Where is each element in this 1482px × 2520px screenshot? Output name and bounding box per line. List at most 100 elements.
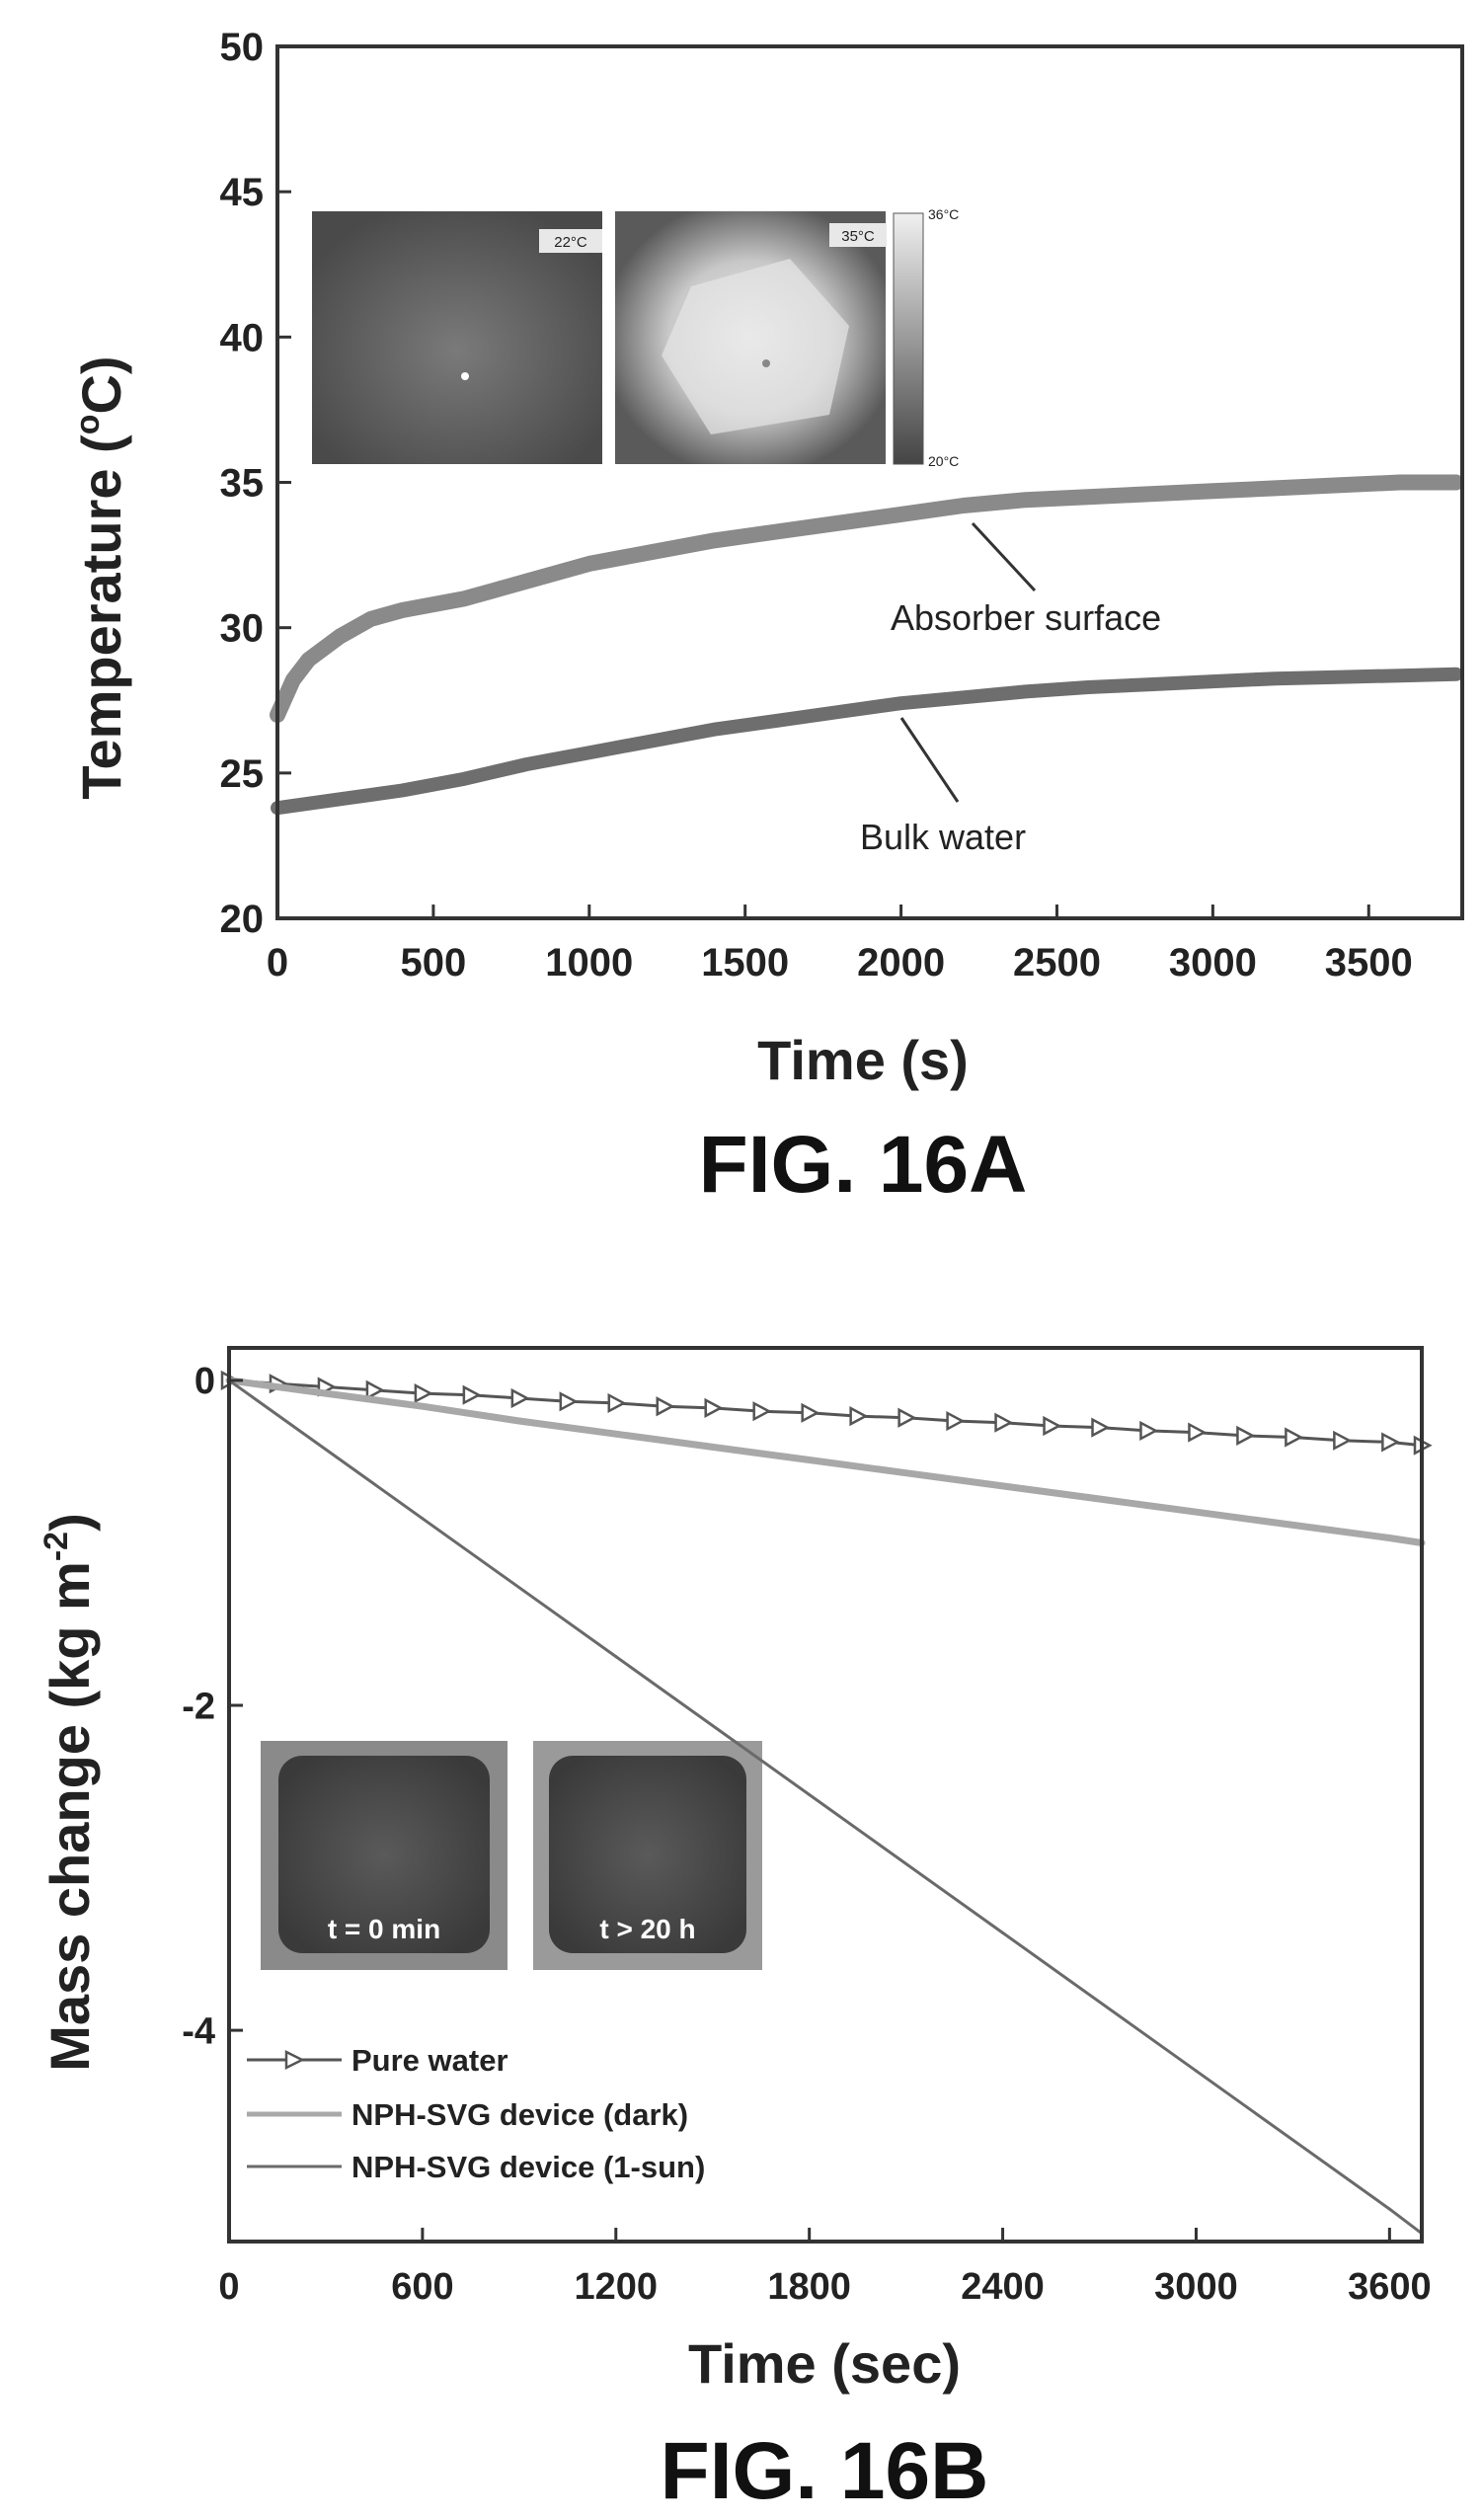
data-point-bulk-water — [1024, 689, 1028, 693]
data-point-absorber-surface — [1274, 486, 1278, 490]
x-tick-label: 3000 — [1154, 2266, 1238, 2308]
legend-entry-1sun: NPH-SVG device (1-sun) — [247, 2150, 705, 2184]
data-point-bulk-water — [1274, 676, 1278, 680]
thermal-spot-after — [762, 359, 770, 367]
data-point-absorber-surface — [899, 512, 903, 516]
x-tick-label: 1800 — [767, 2266, 851, 2308]
data-point-nph-svg-device-dark — [711, 1445, 715, 1449]
data-point-pure-water — [1381, 1432, 1401, 1453]
y-tick-label: 40 — [220, 316, 265, 359]
data-point-pure-water — [704, 1397, 724, 1418]
thermal-color-scale — [893, 212, 924, 465]
thermal-spot-before — [461, 372, 469, 380]
data-point-nph-svg-device-1-sun — [1387, 2207, 1391, 2211]
thermal-image-before — [312, 211, 602, 464]
data-point-absorber-surface — [1398, 481, 1402, 484]
data-point-absorber-surface — [1148, 492, 1152, 496]
data-point-nph-svg-device-dark — [1290, 1523, 1294, 1527]
data-point-pure-water — [510, 1387, 530, 1409]
data-point-nph-svg-device-dark — [1194, 1510, 1198, 1514]
data-point-absorber-surface — [338, 634, 342, 638]
y-tick-label: -2 — [182, 1686, 215, 1727]
data-point-pure-water — [994, 1412, 1014, 1433]
legend-marker-pure-water — [284, 2049, 305, 2071]
data-point-bulk-water — [962, 695, 966, 699]
data-point-absorber-surface — [462, 596, 466, 600]
y-tick-label: 0 — [195, 1361, 215, 1402]
x-tick-label: 3500 — [1325, 941, 1413, 984]
x-tick-label: 600 — [391, 2266, 453, 2308]
data-point-nph-svg-device-dark — [517, 1419, 521, 1423]
x-tick-label: 0 — [218, 2266, 239, 2308]
x-tick-label: 3000 — [1169, 941, 1257, 984]
data-point-absorber-surface — [1086, 495, 1090, 499]
inset-label-after: 35°C — [841, 228, 875, 245]
data-point-bulk-water — [400, 788, 404, 792]
data-point-nph-svg-device-1-sun — [808, 1793, 812, 1796]
y-axis-title-16a-end: C) — [70, 355, 132, 414]
annotation-bulk-water: Bulk water — [860, 817, 1026, 857]
x-tick-label: 2400 — [961, 2266, 1045, 2308]
data-point-pure-water — [1188, 1422, 1208, 1443]
data-point-bulk-water — [836, 710, 840, 714]
data-point-pure-water — [752, 1401, 772, 1422]
y-tick-label: 35 — [220, 462, 265, 506]
y-axis-title-16b: Mass change (kg m-2) — [38, 1513, 101, 2072]
chart-16a-axes: 0 500 1000 1500 2000 2500 3000 3500 20 25 30 35 40 45… — [220, 26, 1464, 984]
data-point-absorber-surface — [836, 521, 840, 525]
data-point-absorber-surface — [431, 602, 435, 606]
data-point-absorber-surface — [525, 580, 529, 584]
figure-label-16b: FIG. 16B — [661, 2426, 989, 2516]
x-tick-label: 2500 — [1013, 941, 1101, 984]
data-point-pure-water — [1236, 1425, 1256, 1446]
data-point-absorber-surface — [307, 658, 311, 662]
scale-label-bottom: 20°C — [928, 453, 959, 469]
data-point-absorber-surface — [587, 562, 591, 566]
data-point-pure-water — [801, 1402, 820, 1423]
data-point-nph-svg-device-dark — [1001, 1484, 1005, 1488]
data-point-bulk-water — [1148, 682, 1152, 686]
photo-inset-group: t = 0 min t > 20 h — [261, 1741, 762, 1970]
data-point-pure-water — [1091, 1417, 1111, 1438]
legend-label-pure-water: Pure water — [351, 2043, 508, 2078]
figure-label-16a: FIG. 16A — [699, 1120, 1028, 1210]
data-point-pure-water — [656, 1396, 675, 1417]
data-point-absorber-surface — [494, 588, 498, 591]
data-point-nph-svg-device-1-sun — [614, 1655, 618, 1659]
data-point-pure-water — [414, 1382, 433, 1404]
y-axis-title-16a-main: Temperature ( — [70, 434, 132, 800]
data-point-nph-svg-device-dark — [1098, 1497, 1102, 1501]
data-point-bulk-water — [712, 728, 716, 732]
y-tick-label: 25 — [220, 752, 265, 796]
thermal-inset-group: 22°C 35°C 36°C 20°C — [312, 206, 959, 469]
data-point-absorber-surface — [1210, 489, 1214, 493]
x-tick-label: 2000 — [857, 941, 945, 984]
chart-16a: 22°C 35°C 36°C 20°C 0 500 1000 1500 2000 2500… — [69, 26, 1464, 1210]
data-point-bulk-water — [899, 701, 903, 705]
data-point-absorber-surface — [1336, 483, 1340, 487]
y-axis-title-16a: Temperature (oC) — [69, 355, 132, 799]
data-point-absorber-surface — [400, 608, 404, 612]
x-tick-label: 500 — [401, 941, 467, 984]
data-point-bulk-water — [1454, 672, 1458, 676]
legend-entry-pure-water: Pure water — [247, 2043, 508, 2078]
y-tick-label: 30 — [220, 607, 265, 651]
y-tick-label: 50 — [220, 26, 265, 69]
data-point-bulk-water — [1210, 679, 1214, 683]
data-point-absorber-surface — [291, 678, 295, 682]
data-point-nph-svg-device-1-sun — [421, 1517, 425, 1521]
photo-label-after: t > 20 h — [599, 1914, 695, 1944]
data-point-bulk-water — [462, 777, 466, 781]
chart-16b-axes: 0 600 1200 1800 2400 3000 3600 0 -2 -4 — [182, 1346, 1432, 2308]
data-point-absorber-surface — [1024, 498, 1028, 502]
chart-16b: t = 0 min t > 20 h 0 600 1200 1800 2400 3000 3… — [38, 1346, 1433, 2516]
x-axis-title-16b: Time (sec) — [688, 2332, 961, 2395]
data-point-pure-water — [1333, 1430, 1353, 1451]
scale-label-top: 36°C — [928, 206, 959, 222]
photo-label-before: t = 0 min — [328, 1914, 440, 1944]
annotation-leader-absorber — [971, 521, 1037, 592]
data-point-absorber-surface — [774, 530, 778, 534]
y-tick-label: 20 — [220, 898, 265, 941]
data-point-nph-svg-device-1-sun — [1194, 2069, 1198, 2073]
